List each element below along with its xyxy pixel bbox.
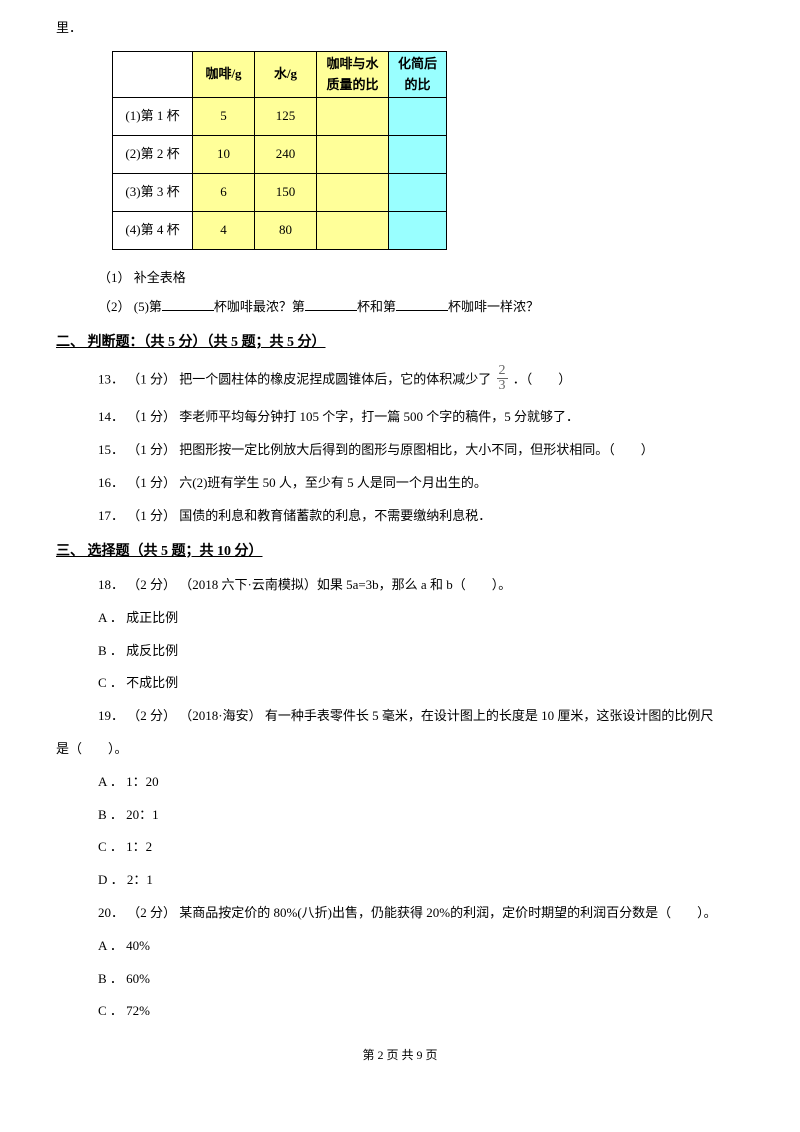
option-19b: B ． 20：1 [56, 805, 744, 826]
th-simp: 化简后 的比 [389, 51, 447, 98]
sub-q2-a: （2） (5)第 [98, 299, 162, 314]
sub-q2-d: 杯咖啡一样浓？ [448, 299, 539, 314]
td-coffee: 6 [193, 174, 255, 212]
td-water: 80 [255, 212, 317, 250]
sub-q2: （2） (5)第 杯咖啡最浓？第 杯和第 杯咖啡一样浓？ [56, 297, 744, 318]
frac-den: 3 [497, 379, 508, 393]
page-footer: 第 2 页 共 9 页 [56, 1046, 744, 1081]
top-text: 里． [56, 18, 744, 39]
fill-blank[interactable] [162, 297, 214, 311]
td-ratio [317, 98, 389, 136]
td-water: 150 [255, 174, 317, 212]
question-20: 20． （2 分） 某商品按定价的 80%(八折)出售，仍能获得 20%的利润，… [56, 903, 744, 924]
th-blank [113, 51, 193, 98]
option-19a: A ． 1：20 [56, 772, 744, 793]
fill-blank[interactable] [396, 297, 448, 311]
q13-text-a: 13． （1 分） 把一个圆柱体的橡皮泥捏成圆锥体后，它的体积减少了 [98, 372, 491, 387]
th-coffee: 咖啡/g [193, 51, 255, 98]
td-simp [389, 174, 447, 212]
section-2-title: 二、 判断题：（共 5 分）（共 5 题；共 5 分） [56, 332, 744, 354]
td-label: (1)第 1 杯 [113, 98, 193, 136]
option-18b: B ． 成反比例 [56, 641, 744, 662]
fraction-icon: 23 [497, 364, 508, 393]
td-simp [389, 136, 447, 174]
section-3-title: 三、 选择题（共 5 题；共 10 分） [56, 541, 744, 563]
question-15: 15． （1 分） 把图形按一定比例放大后得到的图形与原图相比，大小不同，但形状… [56, 440, 744, 461]
table-row: (1)第 1 杯 5 125 [113, 98, 447, 136]
td-simp [389, 212, 447, 250]
question-14: 14． （1 分） 李老师平均每分钟打 105 个字，打一篇 500 个字的稿件… [56, 407, 744, 428]
td-water: 125 [255, 98, 317, 136]
table-header-row: 咖啡/g 水/g 咖啡与水 质量的比 化简后 的比 [113, 51, 447, 98]
td-coffee: 4 [193, 212, 255, 250]
table-row: (4)第 4 杯 4 80 [113, 212, 447, 250]
question-19-cont: 是（ ）。 [56, 739, 744, 760]
option-20b: B ． 60% [56, 969, 744, 990]
td-ratio [317, 174, 389, 212]
question-13: 13． （1 分） 把一个圆柱体的橡皮泥捏成圆锥体后，它的体积减少了 23 ．（… [56, 366, 744, 395]
question-17: 17． （1 分） 国债的利息和教育储蓄款的利息，不需要缴纳利息税． [56, 506, 744, 527]
th-ratio: 咖啡与水 质量的比 [317, 51, 389, 98]
td-ratio [317, 212, 389, 250]
th-water: 水/g [255, 51, 317, 98]
q13-text-b: ．（ ） [513, 372, 572, 387]
coffee-table: 咖啡/g 水/g 咖啡与水 质量的比 化简后 的比 (1)第 1 杯 5 125… [112, 51, 447, 251]
td-coffee: 10 [193, 136, 255, 174]
table-row: (2)第 2 杯 10 240 [113, 136, 447, 174]
question-18: 18． （2 分） （2018 六下·云南模拟）如果 5a=3b，那么 a 和 … [56, 575, 744, 596]
td-ratio [317, 136, 389, 174]
td-label: (3)第 3 杯 [113, 174, 193, 212]
option-20a: A ． 40% [56, 936, 744, 957]
td-simp [389, 98, 447, 136]
question-19: 19． （2 分） （2018·海安） 有一种手表零件长 5 毫米，在设计图上的… [56, 706, 744, 727]
td-water: 240 [255, 136, 317, 174]
sub-q2-b: 杯咖啡最浓？第 [214, 299, 305, 314]
option-20c: C ． 72% [56, 1001, 744, 1022]
td-coffee: 5 [193, 98, 255, 136]
td-label: (2)第 2 杯 [113, 136, 193, 174]
option-18a: A ． 成正比例 [56, 608, 744, 629]
question-16: 16． （1 分） 六(2)班有学生 50 人，至少有 5 人是同一个月出生的。 [56, 473, 744, 494]
option-19c: C ． 1：2 [56, 837, 744, 858]
sub-q1: （1） 补全表格 [56, 268, 744, 289]
fill-blank[interactable] [305, 297, 357, 311]
option-19d: D ． 2：1 [56, 870, 744, 891]
frac-num: 2 [497, 364, 508, 379]
sub-q2-c: 杯和第 [357, 299, 396, 314]
option-18c: C ． 不成比例 [56, 673, 744, 694]
table-row: (3)第 3 杯 6 150 [113, 174, 447, 212]
td-label: (4)第 4 杯 [113, 212, 193, 250]
